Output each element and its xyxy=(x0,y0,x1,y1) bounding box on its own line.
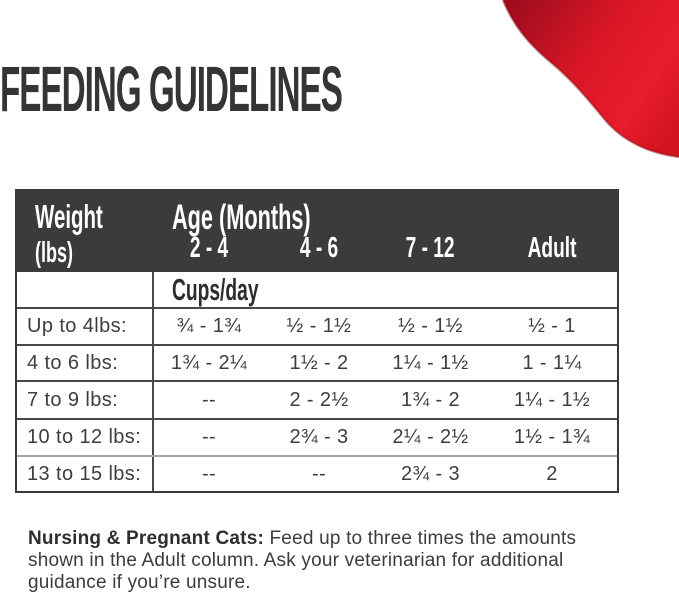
units-label: Cups/day xyxy=(172,271,259,307)
weight-cell: 10 to 12 lbs: xyxy=(17,420,154,455)
table-row-10-to-12-lbs: 10 to 12 lbs: -- 2¾ - 3 2¼ - 2½ 1½ - 1¾ xyxy=(17,418,617,455)
units-row: Cups/day xyxy=(17,272,617,307)
value-cell: -- xyxy=(311,462,327,485)
table-row-4-to-6-lbs: 4 to 6 lbs: 1¾ - 2¼ 1½ - 2 1¼ - 1½ 1 - 1… xyxy=(17,344,617,380)
weight-cell: 7 to 9 lbs: xyxy=(17,382,154,418)
value-cell: 1¼ - 1½ xyxy=(513,388,591,411)
red-swoosh-shape xyxy=(503,0,679,157)
value-cell: -- xyxy=(201,426,217,448)
value-cell: 2¾ - 3 xyxy=(289,426,349,448)
value-cell: 1½ - 1¾ xyxy=(513,426,591,448)
weight-unit-label: (lbs) xyxy=(35,237,73,269)
table-row-up-to-4lbs: Up to 4lbs: ¾ - 1¾ ½ - 1½ ½ - 1½ ½ - 1 xyxy=(17,307,617,344)
value-cell: 2 - 2½ xyxy=(289,388,349,411)
footnote-lead: Nursing & Pregnant Cats: xyxy=(28,528,264,549)
value-cell: ½ - 1½ xyxy=(286,315,352,337)
table-row-13-to-15-lbs: 13 to 15 lbs: -- -- 2¾ - 3 2 xyxy=(17,455,617,491)
nursing-pregnant-cats-note: Nursing & Pregnant Cats: Feed up to thre… xyxy=(28,528,634,594)
value-cell: ½ - 1 xyxy=(528,315,576,337)
red-swoosh-edge xyxy=(501,0,679,159)
feeding-guidelines-table: Weight (lbs) Age (Months) 2 - 4 4 - 6 7 … xyxy=(15,189,619,493)
value-cell: 1½ - 2 xyxy=(289,351,349,374)
value-cell: ¾ - 1¾ xyxy=(176,315,242,337)
weight-column-header: Weight xyxy=(35,198,103,235)
value-cell: 1¾ - 2 xyxy=(400,388,461,411)
value-cell: 2 xyxy=(546,462,558,485)
age-column-adult: Adult xyxy=(527,232,577,264)
weight-cell: 4 to 6 lbs: xyxy=(17,346,154,380)
table-row-7-to-9-lbs: 7 to 9 lbs: -- 2 - 2½ 1¾ - 2 1¼ - 1½ xyxy=(17,380,617,418)
value-cell: 1 - 1¼ xyxy=(522,351,582,374)
value-cell: ½ - 1½ xyxy=(398,315,463,337)
weight-cell: Up to 4lbs: xyxy=(17,309,154,344)
page-title: FEEDING GUIDELINES xyxy=(0,53,343,125)
value-cell: -- xyxy=(201,462,217,485)
value-cell: 1¼ - 1½ xyxy=(392,351,469,374)
value-cell: 2¼ - 2½ xyxy=(392,426,469,448)
value-cell: 2¾ - 3 xyxy=(400,462,461,485)
age-column-7-12: 7 - 12 xyxy=(406,232,455,264)
age-column-2-4: 2 - 4 xyxy=(189,232,229,264)
value-cell: 1¾ - 2¼ xyxy=(170,351,248,374)
units-row-empty-cell xyxy=(17,272,154,307)
age-months-header: Age (Months) xyxy=(172,198,311,237)
weight-cell: 13 to 15 lbs: xyxy=(17,457,154,491)
age-column-4-6: 4 - 6 xyxy=(299,232,339,264)
table-header: Weight (lbs) Age (Months) 2 - 4 4 - 6 7 … xyxy=(17,191,617,272)
value-cell: -- xyxy=(201,388,217,411)
